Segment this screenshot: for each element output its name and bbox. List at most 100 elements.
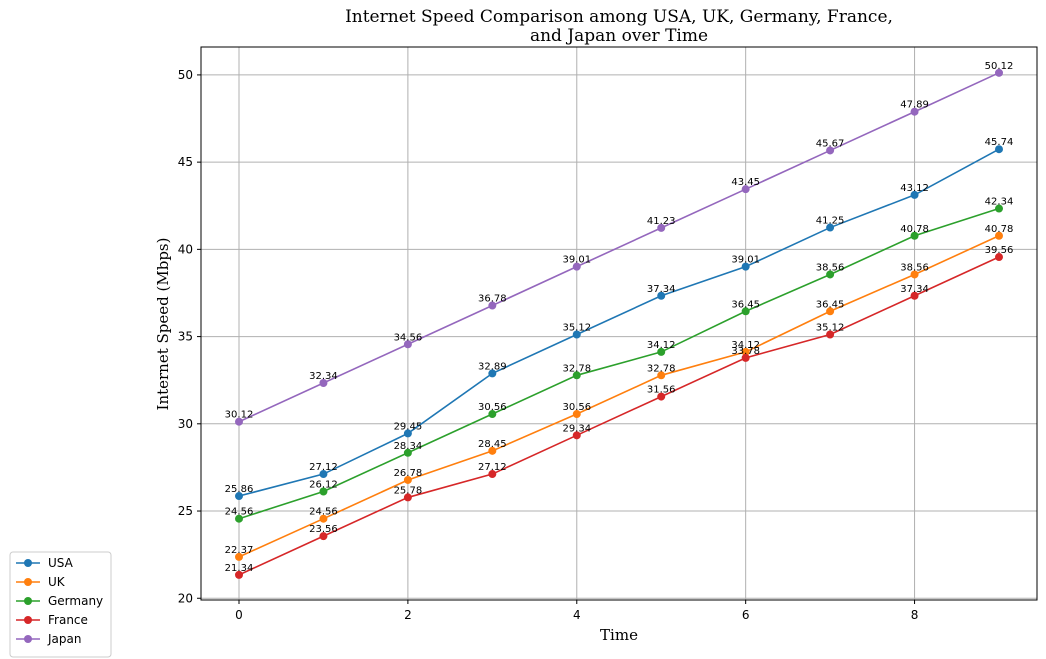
data-point-usa [235,492,243,501]
data-point-germany [657,347,666,356]
y-tick-label: 30 [178,417,193,431]
data-point-usa [403,429,412,438]
data-label-france: 37.34 [900,284,929,295]
data-point-usa [572,330,581,339]
data-point-usa [657,291,666,300]
legend-item-france: France [16,613,88,627]
data-label-uk: 24.56 [309,507,338,518]
data-label-uk: 32.78 [647,363,676,374]
data-point-france [826,330,835,339]
data-point-japan [403,340,412,349]
data-point-japan [657,223,666,232]
data-point-germany [995,204,1003,213]
data-label-usa: 27.12 [309,462,338,473]
data-label-germany: 40.78 [900,224,929,235]
data-labels: 25.86 27.12 29.45 32.89 35.12 37.34 39.01 41.25… [225,61,1014,574]
legend-swatch-marker [24,597,32,605]
data-label-japan: 45.67 [816,138,845,149]
data-point-japan [572,262,581,271]
data-point-france [572,431,581,440]
data-label-germany: 30.56 [478,402,507,413]
legend-swatch-marker [24,578,32,586]
x-tick-label: 2 [404,608,412,622]
data-label-japan: 50.12 [985,61,1014,72]
y-tick-label: 40 [178,242,193,256]
data-point-uk [826,307,835,316]
legend-item-germany: Germany [16,594,103,608]
legend-item-usa: USA [16,556,74,570]
data-label-france: 23.56 [309,524,338,535]
data-label-germany: 34.12 [647,340,676,351]
legend-label: France [48,613,88,627]
data-point-usa [319,470,328,479]
data-label-germany: 32.78 [562,363,591,374]
data-point-japan [995,68,1003,77]
data-point-germany [572,371,581,380]
data-label-france: 35.12 [816,322,845,333]
data-point-uk [910,270,919,279]
data-label-usa: 39.01 [731,255,760,266]
plot-frame [200,46,1038,601]
data-point-uk [995,231,1003,240]
data-label-uk: 22.37 [225,545,254,556]
data-label-usa: 37.34 [647,284,676,295]
legend-item-uk: UK [16,575,66,589]
data-point-uk [488,446,497,455]
series-line-usa [238,148,1000,497]
data-point-germany [910,231,919,240]
series-japan [235,68,1003,426]
legend-label: UK [48,575,66,589]
x-tick-label: 8 [911,608,919,622]
data-label-usa: 25.86 [225,484,254,495]
data-point-uk [235,552,243,561]
series-usa [235,145,1003,501]
data-label-germany: 26.12 [309,479,338,490]
y-tick-label: 20 [178,591,193,605]
data-label-germany: 28.34 [394,441,423,452]
data-point-france [488,470,497,479]
data-point-france [657,392,666,401]
legend-item-japan: Japan [16,632,81,646]
data-point-germany [403,448,412,457]
data-point-uk [741,347,750,356]
data-label-uk: 40.78 [985,224,1014,235]
data-point-usa [910,190,919,199]
series-line-japan [238,72,1000,423]
data-label-usa: 29.45 [394,421,423,432]
data-label-germany: 24.56 [225,507,254,518]
data-label-usa: 43.12 [900,183,929,194]
data-point-usa [741,262,750,271]
data-point-france [319,532,328,541]
data-label-japan: 36.78 [478,294,507,305]
data-point-france [235,570,243,579]
data-point-uk [403,475,412,484]
data-label-france: 31.56 [647,385,676,396]
series-france [235,253,1003,579]
data-label-germany: 36.45 [731,299,760,310]
data-label-uk: 30.56 [562,402,591,413]
data-label-japan: 34.56 [394,332,423,343]
y-axis-label: Internet Speed (Mbps) [154,238,172,411]
data-point-france [910,291,919,300]
data-point-france [741,353,750,362]
series-line-germany [238,207,1000,520]
data-label-japan: 47.89 [900,100,929,111]
data-label-usa: 45.74 [985,137,1014,148]
series-germany [235,204,1003,523]
y-tick-label: 25 [178,504,193,518]
data-label-france: 21.34 [225,563,254,574]
data-point-usa [488,369,497,378]
data-label-japan: 30.12 [225,410,254,421]
data-label-usa: 35.12 [562,322,591,333]
data-point-germany [319,487,328,496]
data-label-japan: 39.01 [562,255,591,266]
x-tick-label: 0 [235,608,243,622]
data-label-japan: 41.23 [647,216,676,227]
data-point-germany [741,307,750,316]
data-point-japan [910,107,919,116]
series-uk [235,231,1003,561]
data-point-uk [657,371,666,380]
data-point-france [995,253,1003,262]
y-tick-label: 45 [178,155,193,169]
